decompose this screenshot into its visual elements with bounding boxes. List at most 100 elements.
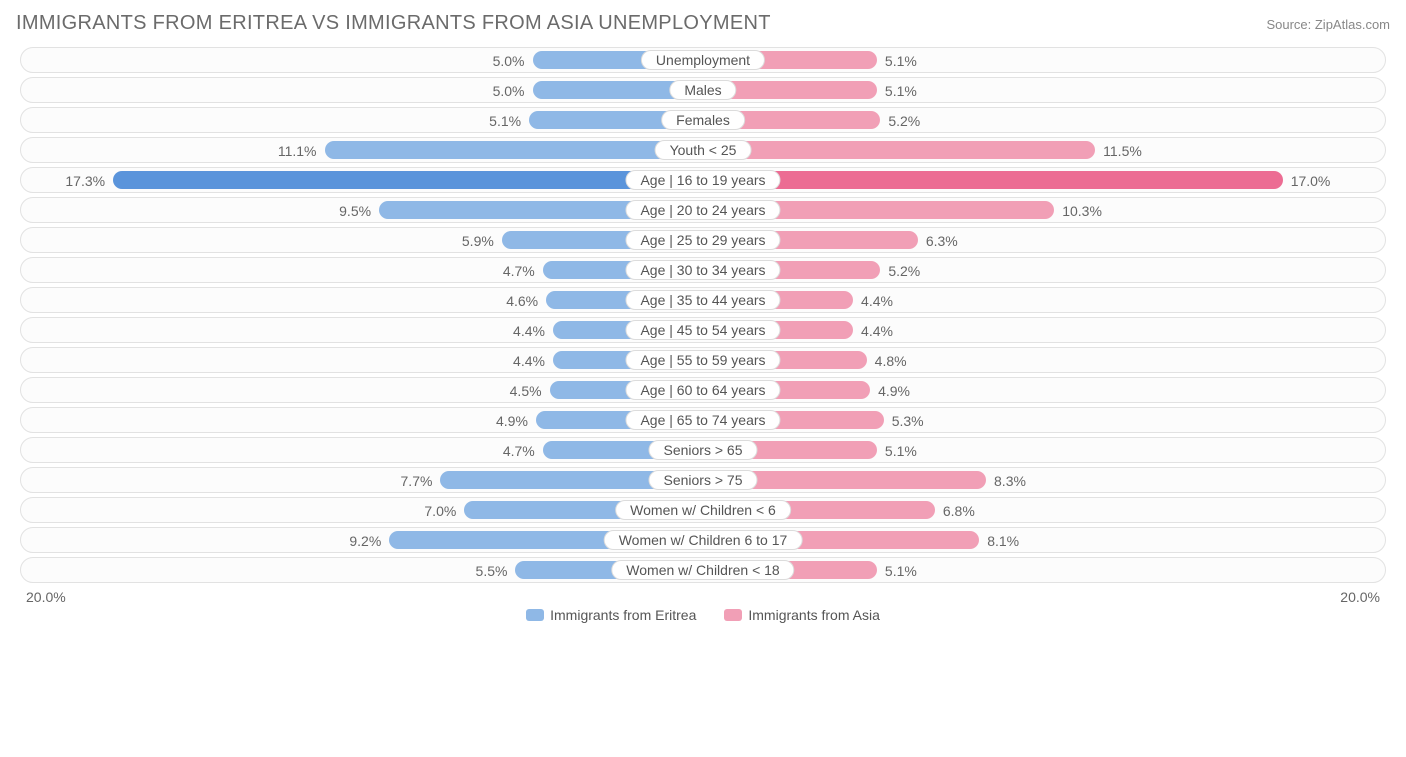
category-label: Unemployment <box>641 50 765 70</box>
value-label-right: 6.3% <box>926 228 958 254</box>
category-label: Age | 35 to 44 years <box>625 290 780 310</box>
bar-right <box>703 171 1283 189</box>
chart-row-track: Age | 30 to 34 years 4.7% 5.2% <box>20 257 1386 283</box>
legend-swatch-left <box>526 609 544 621</box>
chart-row: Age | 55 to 59 years 4.4% 4.8% <box>20 347 1386 373</box>
bar-left <box>325 141 704 159</box>
value-label-left: 9.5% <box>339 198 371 224</box>
chart-row-track: Age | 65 to 74 years4.9%5.3% <box>20 407 1386 433</box>
chart-row: Seniors > 757.7%8.3% <box>20 467 1386 493</box>
category-label: Women w/ Children 6 to 17 <box>604 530 803 550</box>
chart-row: Females 5.1% 5.2% <box>20 107 1386 133</box>
legend-label-right: Immigrants from Asia <box>748 607 879 623</box>
value-label-left: 5.9% <box>462 228 494 254</box>
value-label-left: 4.4% <box>513 348 545 374</box>
chart-row-track: Seniors > 757.7%8.3% <box>20 467 1386 493</box>
value-label-left: 4.4% <box>513 318 545 344</box>
value-label-right: 5.2% <box>888 258 920 284</box>
chart-row: Age | 65 to 74 years4.9%5.3% <box>20 407 1386 433</box>
chart-row-track: Age | 25 to 29 years 5.9% 6.3% <box>20 227 1386 253</box>
chart-row: Women w/ Children < 185.5%5.1% <box>20 557 1386 583</box>
value-label-right: 4.4% <box>861 288 893 314</box>
axis-right-label: 20.0% <box>1340 589 1380 605</box>
value-label-right: 8.3% <box>994 468 1026 494</box>
chart-row-track: Unemployment 5.0% 5.1% <box>20 47 1386 73</box>
bar-right <box>703 141 1095 159</box>
value-label-right: 4.8% <box>875 348 907 374</box>
category-label: Seniors > 65 <box>649 440 758 460</box>
value-label-left: 4.5% <box>510 378 542 404</box>
category-label: Age | 55 to 59 years <box>625 350 780 370</box>
chart-row-track: Age | 60 to 64 years 4.5% 4.9% <box>20 377 1386 403</box>
value-label-right: 5.3% <box>892 408 924 434</box>
axis-row: 20.0% 20.0% <box>20 587 1386 605</box>
chart-row-track: Age | 45 to 54 years 4.4% 4.4% <box>20 317 1386 343</box>
chart-source: Source: ZipAtlas.com <box>1266 17 1390 32</box>
chart-row: Age | 45 to 54 years 4.4% 4.4% <box>20 317 1386 343</box>
legend-swatch-right <box>724 609 742 621</box>
chart-row: Age | 25 to 29 years 5.9% 6.3% <box>20 227 1386 253</box>
category-label: Youth < 25 <box>655 140 752 160</box>
chart-row-track: Women w/ Children < 67.0%6.8% <box>20 497 1386 523</box>
category-label: Age | 45 to 54 years <box>625 320 780 340</box>
chart-row-track: Females 5.1% 5.2% <box>20 107 1386 133</box>
value-label-right: 5.1% <box>885 558 917 584</box>
chart-row-track: Seniors > 654.7%5.1% <box>20 437 1386 463</box>
legend-item-right: Immigrants from Asia <box>724 607 879 623</box>
value-label-left: 7.0% <box>424 498 456 524</box>
category-label: Age | 20 to 24 years <box>625 200 780 220</box>
value-label-left: 9.2% <box>349 528 381 554</box>
value-label-right: 5.1% <box>885 78 917 104</box>
chart-row-track: Women w/ Children 6 to 17 9.2% 8.1% <box>20 527 1386 553</box>
chart-row: Youth < 25 11.1% 11.5% <box>20 137 1386 163</box>
chart-row: Women w/ Children < 67.0%6.8% <box>20 497 1386 523</box>
category-label: Age | 30 to 34 years <box>625 260 780 280</box>
legend-item-left: Immigrants from Eritrea <box>526 607 696 623</box>
chart-row: Age | 20 to 24 years 9.5% 10.3% <box>20 197 1386 223</box>
chart-header: IMMIGRANTS FROM ERITREA VS IMMIGRANTS FR… <box>12 12 1394 35</box>
chart-row: Age | 30 to 34 years 4.7% 5.2% <box>20 257 1386 283</box>
category-label: Age | 16 to 19 years <box>625 170 780 190</box>
legend-label-left: Immigrants from Eritrea <box>550 607 696 623</box>
chart-row-track: Age | 16 to 19 years 17.3% 17.0% <box>20 167 1386 193</box>
category-label: Females <box>661 110 745 130</box>
diverging-bar-chart: Unemployment5.0%5.1%Males5.0%5.1%Females… <box>12 43 1394 623</box>
value-label-right: 5.1% <box>885 48 917 74</box>
chart-row: Males5.0%5.1% <box>20 77 1386 103</box>
value-label-right: 5.2% <box>888 108 920 134</box>
chart-row: Unemployment 5.0% 5.1% <box>20 47 1386 73</box>
chart-row: Age | 60 to 64 years 4.5% 4.9% <box>20 377 1386 403</box>
chart-title: IMMIGRANTS FROM ERITREA VS IMMIGRANTS FR… <box>16 12 771 35</box>
value-label-right: 5.1% <box>885 438 917 464</box>
legend: Immigrants from Eritrea Immigrants from A… <box>20 607 1386 623</box>
category-label: Males <box>669 80 736 100</box>
value-label-left: 4.6% <box>506 288 538 314</box>
value-label-left: 5.0% <box>493 48 525 74</box>
chart-row: Seniors > 654.7%5.1% <box>20 437 1386 463</box>
value-label-right: 4.4% <box>861 318 893 344</box>
chart-row-track: Age | 35 to 44 years 4.6% 4.4% <box>20 287 1386 313</box>
chart-row-track: Women w/ Children < 185.5%5.1% <box>20 557 1386 583</box>
category-label: Seniors > 75 <box>649 470 758 490</box>
chart-row: Women w/ Children 6 to 17 9.2% 8.1% <box>20 527 1386 553</box>
chart-row-track: Age | 20 to 24 years 9.5% 10.3% <box>20 197 1386 223</box>
value-label-left: 5.1% <box>489 108 521 134</box>
bar-left <box>113 171 703 189</box>
value-label-right: 17.0% <box>1291 168 1331 194</box>
chart-row-track: Males5.0%5.1% <box>20 77 1386 103</box>
chart-row: Age | 16 to 19 years 17.3% 17.0% <box>20 167 1386 193</box>
value-label-right: 8.1% <box>987 528 1019 554</box>
axis-left-label: 20.0% <box>26 589 66 605</box>
value-label-left: 11.1% <box>278 138 317 164</box>
chart-row: Age | 35 to 44 years 4.6% 4.4% <box>20 287 1386 313</box>
value-label-right: 10.3% <box>1062 198 1102 224</box>
category-label: Age | 25 to 29 years <box>625 230 780 250</box>
value-label-left: 5.5% <box>476 558 508 584</box>
category-label: Age | 60 to 64 years <box>625 380 780 400</box>
value-label-right: 6.8% <box>943 498 975 524</box>
value-label-left: 4.9% <box>496 408 528 434</box>
value-label-right: 11.5% <box>1103 138 1142 164</box>
value-label-right: 4.9% <box>878 378 910 404</box>
value-label-left: 17.3% <box>65 168 105 194</box>
value-label-left: 4.7% <box>503 258 535 284</box>
